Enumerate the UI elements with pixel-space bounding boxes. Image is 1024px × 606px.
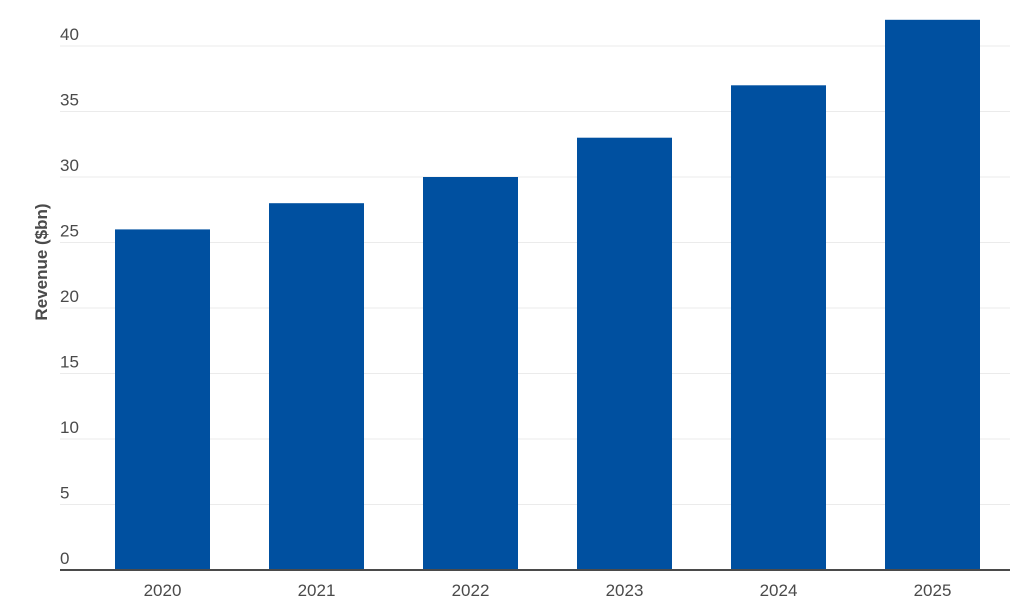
gridlines — [60, 45, 1010, 505]
x-tick-label: 2024 — [760, 581, 798, 600]
y-tick-label: 0 — [60, 549, 69, 568]
y-tick-label: 35 — [60, 91, 79, 110]
bar-2023 — [577, 137, 672, 570]
y-tick-label: 40 — [60, 25, 79, 44]
x-tick-label: 2020 — [144, 581, 182, 600]
bars — [115, 19, 980, 571]
y-axis-title: Revenue ($bn) — [32, 203, 51, 320]
y-tick-label: 15 — [60, 353, 79, 372]
y-tick-label: 20 — [60, 287, 79, 306]
x-tick-label: 2022 — [452, 581, 490, 600]
x-tick-label: 2023 — [606, 581, 644, 600]
bar-2022 — [423, 177, 518, 570]
bar-2024 — [731, 85, 826, 571]
bar-2020 — [115, 229, 210, 570]
x-tick-label: 2021 — [298, 581, 336, 600]
y-tick-label: 25 — [60, 222, 79, 241]
y-tick-label: 30 — [60, 156, 79, 175]
bar-2021 — [269, 203, 364, 570]
y-axis-ticks: 0 5 10 15 20 25 30 35 40 — [60, 25, 79, 568]
bar-2025 — [885, 19, 980, 571]
x-axis-ticks: 2020 2021 2022 2023 2024 2025 — [144, 581, 952, 600]
y-tick-label: 5 — [60, 484, 69, 503]
y-tick-label: 10 — [60, 418, 79, 437]
x-tick-label: 2025 — [914, 581, 952, 600]
